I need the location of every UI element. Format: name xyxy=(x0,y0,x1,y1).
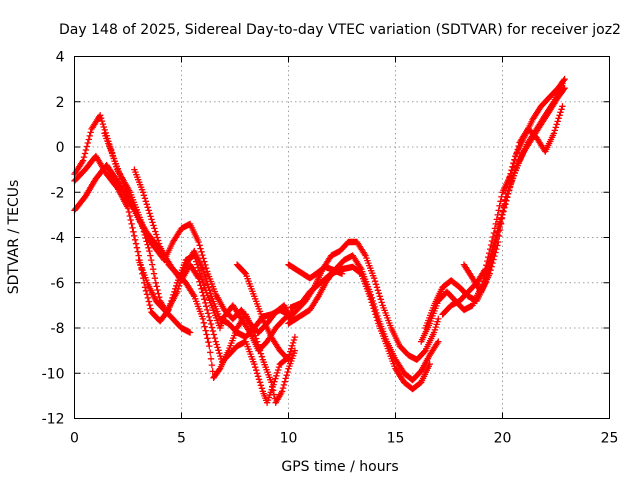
chart-title: Day 148 of 2025, Sidereal Day-to-day VTE… xyxy=(59,22,621,38)
y-tick-label: -2 xyxy=(51,185,65,201)
data-markers xyxy=(71,152,296,354)
data-layer xyxy=(71,75,568,406)
label-layer: 0 5 10 15 20 25 -12 -10 -8 -6 -4 -2 0 2 4 xyxy=(42,50,619,447)
data-markers xyxy=(418,85,568,345)
data-markers xyxy=(285,261,346,282)
y-tick-label: -8 xyxy=(51,321,65,337)
y-tick-label: -12 xyxy=(42,412,65,428)
data-markers xyxy=(285,238,442,363)
y-tick-label: 0 xyxy=(56,140,65,156)
series-track-6 xyxy=(135,256,194,336)
y-tick-label: -10 xyxy=(42,366,65,382)
data-markers xyxy=(131,166,299,406)
tick-layer xyxy=(74,56,610,419)
x-tick-label: 5 xyxy=(177,431,186,447)
x-tick-label: 10 xyxy=(280,431,298,447)
x-tick-label: 15 xyxy=(387,431,405,447)
y-axis-label: SDTVAR / TECUs xyxy=(6,180,22,295)
x-tick-label: 20 xyxy=(494,431,512,447)
series-track-3 xyxy=(71,152,296,354)
y-tick-label: -6 xyxy=(51,276,65,292)
y-tick-label: -4 xyxy=(51,231,65,247)
series-track-9 xyxy=(285,252,442,384)
series-track-11 xyxy=(285,261,346,282)
series-track-7 xyxy=(233,261,292,363)
data-markers xyxy=(285,252,442,384)
series-track-13 xyxy=(418,85,568,345)
data-markers xyxy=(233,261,292,363)
series-track-8 xyxy=(285,238,442,363)
x-tick-label: 25 xyxy=(601,431,619,447)
series-track-5 xyxy=(131,166,299,406)
series-track-15 xyxy=(460,75,568,295)
x-axis-label: GPS time / hours xyxy=(281,459,398,475)
y-tick-label: 2 xyxy=(56,95,65,111)
y-tick-label: 4 xyxy=(56,50,65,66)
x-tick-label: 0 xyxy=(70,431,79,447)
data-markers xyxy=(460,75,568,295)
data-markers xyxy=(135,256,194,336)
